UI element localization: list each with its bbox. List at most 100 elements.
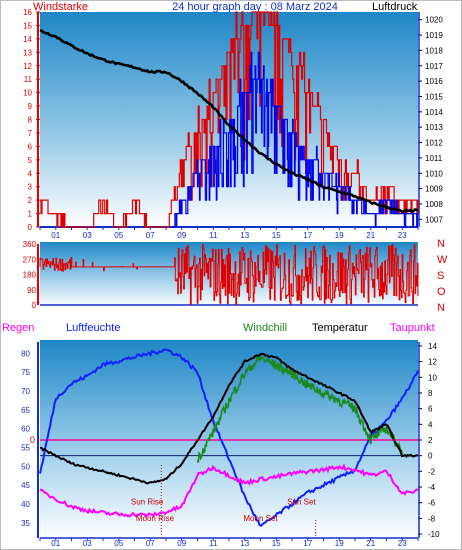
pressure-y-tick: 1007 (425, 215, 443, 224)
wind-x-tick: 15 (272, 231, 281, 240)
astro-label: Moon Rise (136, 514, 175, 523)
humidity-y-tick: 80 (21, 349, 30, 358)
direction-y-tick: 90 (27, 286, 36, 295)
temperature-y-tick: 0 (428, 452, 433, 461)
temperature-y-tick: 6 (428, 405, 433, 414)
wind-trace (40, 11, 419, 228)
wind-y-tick: 16 (23, 8, 32, 17)
direction-y-tick: 0 (32, 301, 37, 310)
temperature-x-tick: 13 (240, 539, 249, 548)
temperature-x-tick: 21 (366, 539, 375, 548)
temperature-x-tick: 07 (146, 539, 155, 548)
left-axis-label: Windstarke (33, 1, 88, 13)
legend-windchill: Windchill (243, 322, 287, 334)
wind-y-tick: 0 (28, 223, 33, 232)
wind-y-tick: 2 (28, 196, 33, 205)
wind-x-tick: 11 (209, 231, 218, 240)
temperature-panel: Regen Luftfeuchte Windchill Temperatur Taupu… (2, 322, 440, 548)
gust-trace (172, 51, 418, 228)
temperature-legend: Regen Luftfeuchte Windchill Temperatur Taupu… (2, 322, 435, 334)
compass-letter: N (437, 302, 445, 314)
humidity-y-tick: 50 (21, 462, 30, 471)
pressure-y-tick: 1011 (425, 154, 443, 163)
wind-y-tick: 1 (28, 210, 33, 219)
pressure-y-tick: 1013 (425, 123, 443, 132)
temperature-y-tick: 8 (428, 389, 433, 398)
pressure-y-tick: 1017 (425, 62, 443, 71)
humidity-y-tick: 45 (21, 481, 30, 490)
wind-pressure-plot-area (40, 12, 418, 227)
temperature-x-tick: 11 (209, 539, 218, 548)
wind-y-tick: 9 (28, 102, 33, 111)
humidity-y-tick: 55 (21, 444, 30, 453)
wind-y-tick: 6 (28, 142, 33, 151)
direction-y-tick: 180 (23, 271, 37, 280)
wind-x-tick: 19 (335, 231, 344, 240)
astro-annotations: Sun Rise Moon Rise Moon Set Sun Set (131, 465, 316, 538)
legend-regen: Regen (2, 322, 34, 334)
wind-y-tick: 12 (23, 62, 32, 71)
compass-letter: S (437, 270, 444, 282)
pressure-y-tick: 1008 (425, 200, 443, 209)
direction-trace (39, 244, 419, 305)
temperature-x-tick: 23 (398, 539, 407, 548)
wind-y-tick: 4 (28, 169, 33, 178)
pressure-y-tick: 1016 (425, 77, 443, 86)
wind-x-tick: 21 (366, 231, 375, 240)
compass-letter: O (437, 286, 446, 298)
humidity-y-tick: 75 (21, 368, 30, 377)
wind-pressure-panel: 24 hour graph day : 08 Marz 2024 Windsta… (23, 1, 443, 240)
temperature-y-tick: 12 (428, 358, 437, 367)
temperature-y-tick: -4 (428, 483, 436, 492)
temperature-x-ticks: 01 03 05 07 09 11 13 15 17 19 21 23 (39, 537, 419, 548)
temperature-y-tick: -2 (428, 467, 436, 476)
compass-letter: N (437, 238, 445, 250)
pressure-y-tick: 1018 (425, 46, 443, 55)
pressure-line (39, 28, 419, 214)
right-axis-label: Luftdruck (372, 1, 418, 13)
pressure-y-tick: 1009 (425, 185, 443, 194)
legend-taupunkt: Taupunkt (390, 322, 435, 334)
temperature-x-tick: 05 (114, 539, 123, 548)
humidity-y-tick: 35 (21, 519, 30, 528)
humidity-y-tick: 40 (21, 500, 30, 509)
humidity-y-tick: 70 (21, 387, 30, 396)
dewpoint-line (39, 463, 419, 519)
temperature-y-tick: 10 (428, 373, 437, 382)
temperature-x-tick: 03 (83, 539, 92, 548)
temperature-x-tick: 01 (51, 539, 60, 548)
wind-x-tick: 07 (146, 231, 155, 240)
humidity-y-tick: 65 (21, 406, 30, 415)
direction-y-tick: 270 (23, 255, 37, 264)
wind-series (40, 11, 419, 228)
pressure-y-tick: 1010 (425, 169, 443, 178)
wind-y-tick: 15 (23, 21, 32, 30)
temperature-y-tick: 14 (428, 342, 437, 351)
astro-label: Sun Rise (131, 497, 164, 506)
wind-x-tick: 23 (398, 231, 407, 240)
pressure-y-tick: 1019 (425, 31, 443, 40)
temperature-y-tick: 4 (428, 420, 433, 429)
wind-y-tick: 11 (24, 75, 33, 84)
wind-y-tick: 3 (28, 183, 33, 192)
temperature-y-tick: -6 (428, 499, 436, 508)
pressure-y-tick: 1012 (425, 139, 443, 148)
wind-y-tick: 7 (28, 129, 33, 138)
astro-label: Moon Set (243, 514, 278, 523)
direction-y-tick: 360 (23, 240, 37, 249)
pressure-y-tick: 1015 (425, 92, 443, 101)
wind-x-ticks: 01 03 05 07 09 11 13 15 17 19 21 23 (39, 226, 419, 240)
pressure-y-tick: 1020 (425, 16, 443, 25)
humidity-y-ticks: 35 40 45 50 55 60 65 70 75 80 (21, 342, 39, 538)
wind-x-tick: 03 (83, 231, 92, 240)
temperature-x-tick: 19 (335, 539, 344, 548)
wind-x-tick: 09 (177, 231, 186, 240)
wind-x-tick: 17 (303, 231, 312, 240)
pressure-y-tick: 1014 (425, 108, 443, 117)
legend-temperatur: Temperatur (312, 322, 368, 334)
temperature-y-tick: -10 (428, 530, 440, 539)
